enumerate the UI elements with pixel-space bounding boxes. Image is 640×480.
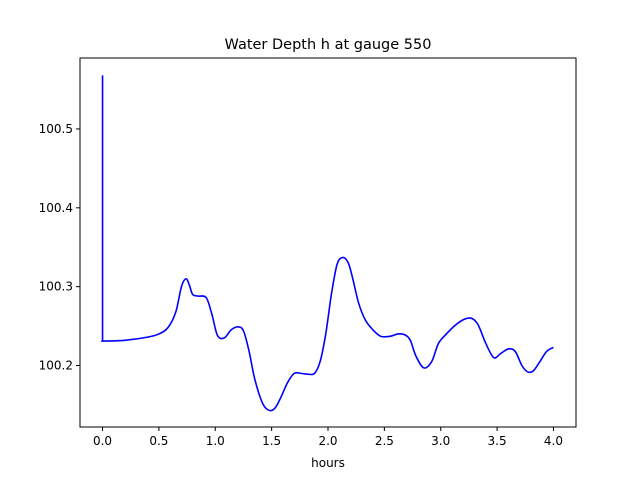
x-tick-label: 4.0	[544, 434, 563, 448]
y-tick-label: 100.4	[39, 201, 73, 215]
x-tick-label: 2.5	[375, 434, 394, 448]
x-tick-label: 3.0	[431, 434, 450, 448]
x-axis-label: hours	[311, 456, 345, 470]
x-axis-ticks: 0.0 0.5 1.0 1.5 2.0 2.5 3.0 3.5 4.0	[93, 427, 563, 448]
x-tick-label: 0.0	[93, 434, 112, 448]
y-axis-ticks: 100.2 100.3 100.4 100.5	[39, 122, 80, 373]
y-tick-label: 100.2	[39, 359, 73, 373]
chart-title: Water Depth h at gauge 550	[225, 37, 432, 53]
plot-area: 0.0 0.5 1.0 1.5 2.0 2.5 3.0 3.5 4.0 100.2100.310…	[39, 57, 577, 448]
x-tick-label: 1.0	[206, 434, 225, 448]
series-layer	[100, 75, 554, 412]
y-tick-label: 100.5	[39, 122, 73, 136]
series-line-0	[100, 75, 554, 412]
x-tick-label: 3.5	[488, 434, 507, 448]
x-tick-label: 1.5	[262, 434, 281, 448]
x-tick-label: 2.0	[318, 434, 337, 448]
x-tick-label: 0.5	[149, 434, 168, 448]
y-tick-label: 100.3	[39, 280, 73, 294]
